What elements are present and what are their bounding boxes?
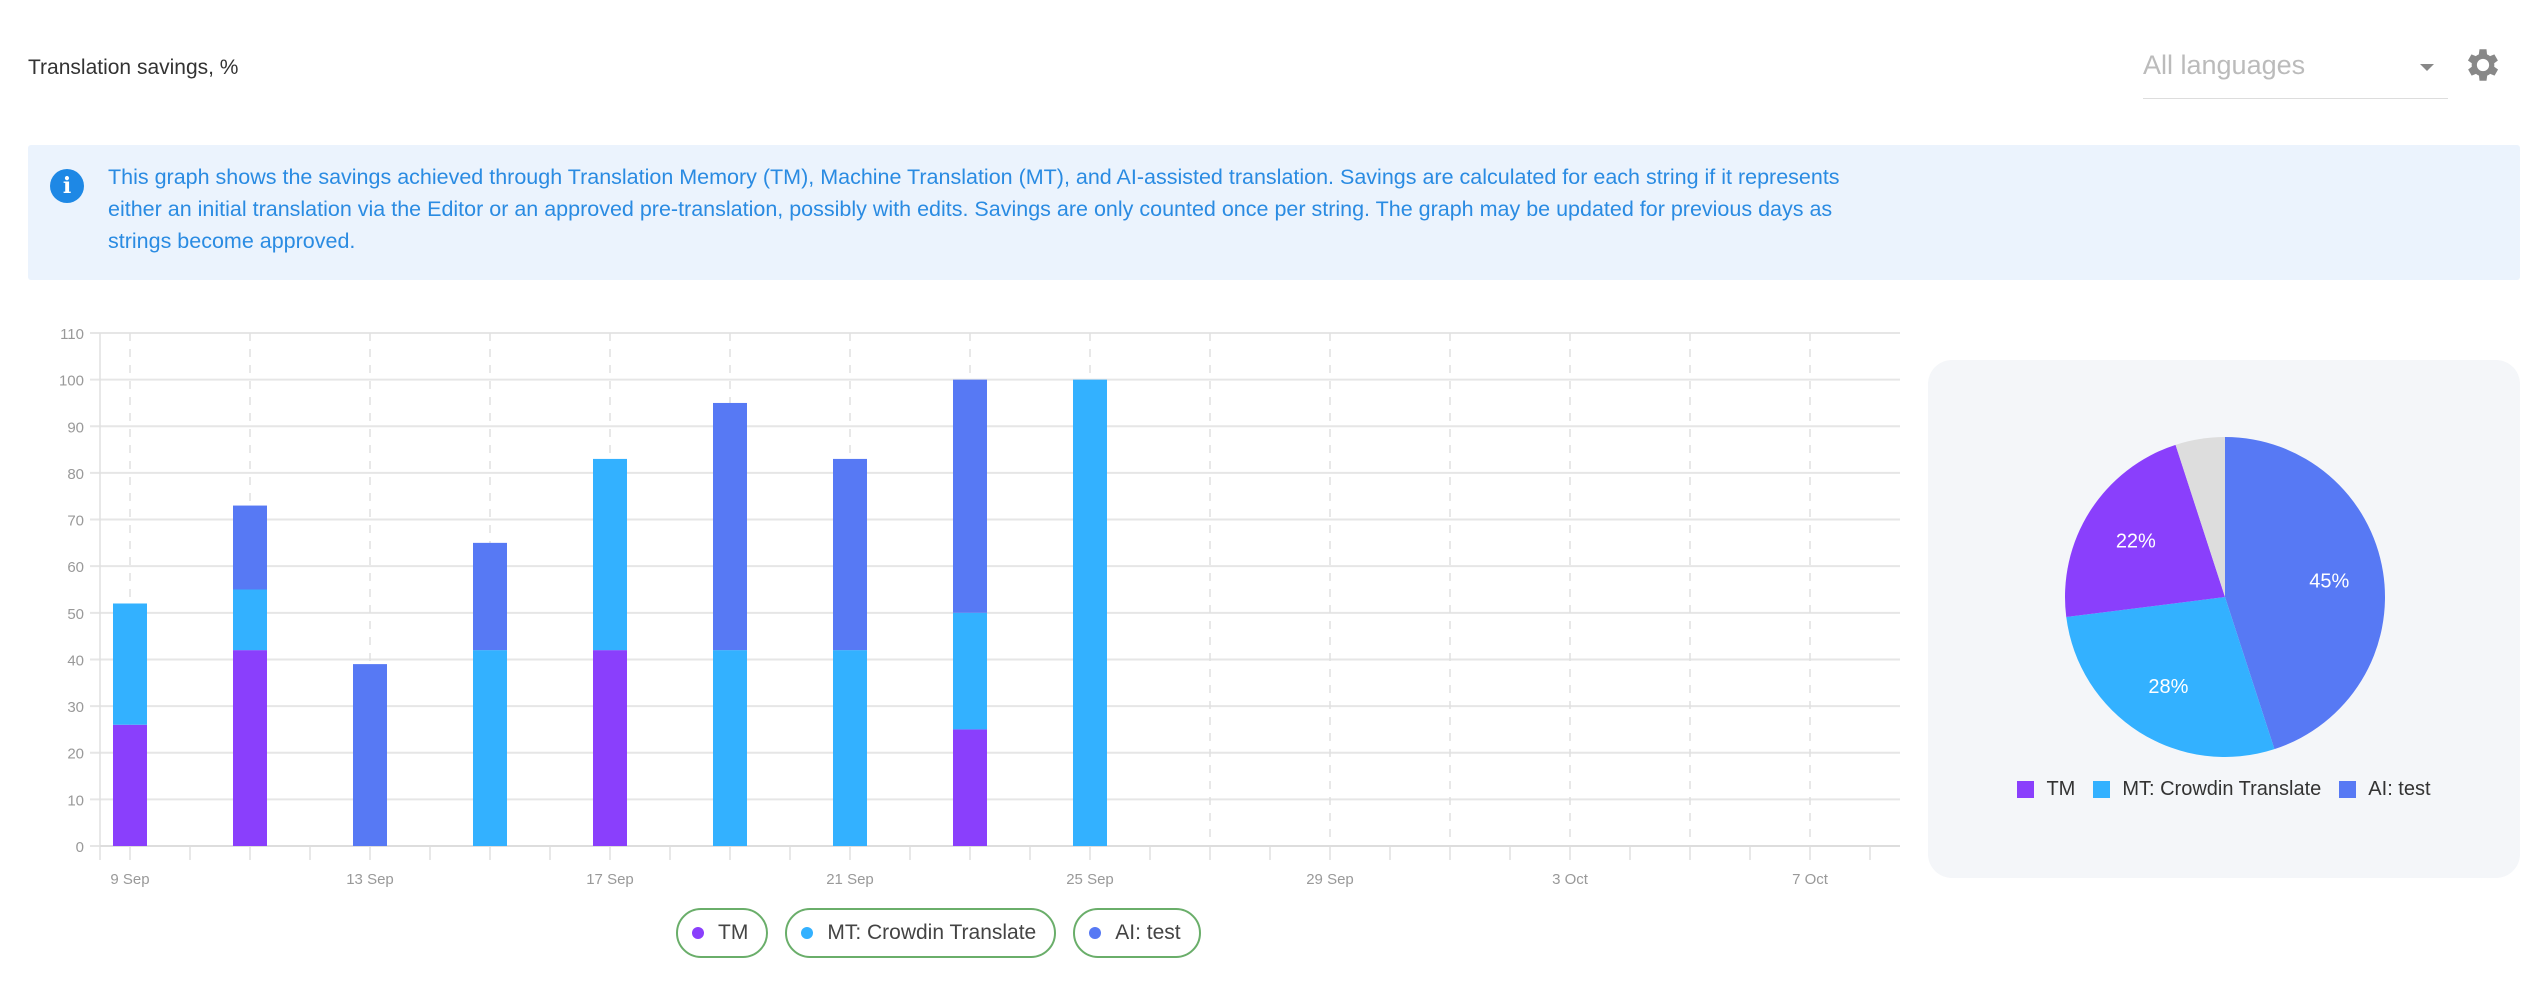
pie-slice[interactable] [2175, 437, 2225, 597]
bar-segment-tm[interactable] [953, 729, 987, 846]
bar-segment-mt[interactable] [833, 650, 867, 846]
y-tick-label: 0 [76, 839, 84, 856]
bar-segment-tm[interactable] [233, 650, 267, 846]
gear-icon[interactable] [2462, 44, 2504, 86]
pie-legend-ai: AI: test [2339, 778, 2431, 801]
x-tick-label: 3 Oct [1552, 871, 1589, 888]
pie-chart: 45% 28% 22% [2065, 437, 2385, 757]
info-text: This graph shows the savings achieved th… [108, 165, 1840, 253]
y-tick-label: 20 [67, 746, 84, 763]
language-select-value: All languages [2143, 50, 2306, 80]
pie-slice[interactable] [2065, 444, 2225, 618]
ai-dot-icon [1089, 927, 1102, 939]
pie-slice[interactable] [2225, 437, 2385, 750]
bar-segment-ai[interactable] [713, 402, 747, 651]
y-tick-label: 80 [67, 466, 84, 483]
bar-segment-ai[interactable] [833, 458, 867, 651]
bar-segment-tm[interactable] [113, 724, 147, 846]
pie-slice-label: 22% [2116, 530, 2156, 552]
x-tick-label: 17 Sep [586, 871, 634, 888]
x-tick-label: 13 Sep [346, 871, 394, 888]
pie-slice[interactable] [2066, 597, 2275, 757]
x-tick-label: 7 Oct [1792, 871, 1829, 888]
mt-dot-icon [801, 927, 814, 939]
page-title: Translation savings, % [28, 56, 239, 79]
language-select[interactable]: All languages [2143, 40, 2448, 99]
y-tick-label: 50 [67, 606, 84, 623]
bar-legend: TM MT: Crowdin Translate AI: test [676, 908, 1201, 958]
bar-segment-tm[interactable] [593, 650, 627, 846]
bar-segment-ai[interactable] [353, 664, 387, 846]
y-tick-label: 10 [67, 792, 84, 809]
y-tick-label: 40 [67, 652, 84, 669]
legend-chip-mt[interactable]: MT: Crowdin Translate [785, 908, 1057, 958]
y-tick-label: 30 [67, 699, 84, 716]
y-tick-label: 70 [67, 513, 84, 530]
info-banner: i This graph shows the savings achieved … [28, 145, 2520, 280]
pie-panel: 45% 28% 22% TM MT: Crowdin Translate AI: t… [1928, 360, 2520, 878]
x-tick-label: 29 Sep [1306, 871, 1354, 888]
bar-segment-mt[interactable] [713, 650, 747, 846]
legend-chip-ai[interactable]: AI: test [1073, 908, 1201, 958]
pie-slice-label: 28% [2148, 676, 2188, 698]
pie-legend-mt: MT: Crowdin Translate [2093, 778, 2321, 801]
pie-legend-tm: TM [2017, 778, 2075, 801]
bar-segment-ai[interactable] [953, 379, 987, 613]
info-icon: i [50, 169, 84, 203]
bar-segment-mt[interactable] [953, 612, 987, 730]
bar-segment-mt[interactable] [1073, 379, 1107, 846]
x-tick-label: 25 Sep [1066, 871, 1114, 888]
bar-segment-ai[interactable] [233, 505, 267, 590]
bar-segment-mt[interactable] [233, 589, 267, 651]
bar-segment-ai[interactable] [473, 542, 507, 651]
y-tick-label: 90 [67, 419, 84, 436]
bar-segment-mt[interactable] [593, 458, 627, 651]
tm-dot-icon [692, 927, 704, 939]
bar-segment-mt[interactable] [113, 603, 147, 725]
dropdown-arrow-icon [2420, 64, 2434, 71]
x-tick-label: 21 Sep [826, 871, 874, 888]
y-tick-label: 100 [59, 373, 84, 390]
bar-chart: 0 10 20 30 40 50 60 70 80 90 100 110 9 Sep 13 Sep 17 S… [59, 326, 1900, 888]
pie-slice-label: 45% [2309, 570, 2349, 592]
x-tick-label: 9 Sep [110, 871, 149, 888]
bar-segment-mt[interactable] [473, 650, 507, 846]
y-tick-label: 60 [67, 559, 84, 576]
y-tick-label: 110 [60, 326, 84, 343]
legend-chip-tm[interactable]: TM [676, 908, 769, 958]
pie-legend: TM MT: Crowdin Translate AI: test [1928, 778, 2520, 801]
